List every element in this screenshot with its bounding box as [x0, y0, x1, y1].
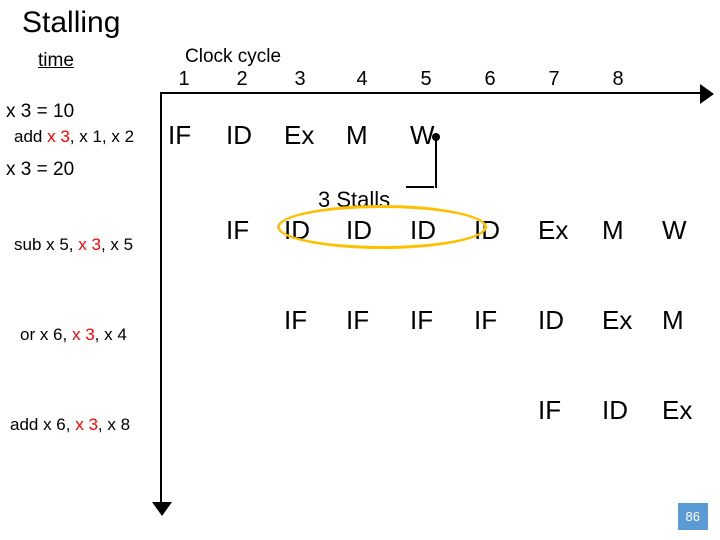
instruction-label: add x 3, x 1, x 2: [14, 127, 134, 147]
time-axis-label: time: [38, 50, 74, 72]
pipeline-stage-cell: M: [662, 305, 684, 336]
pipeline-stage-cell: W: [662, 215, 687, 246]
cycle-number: 3: [290, 68, 310, 91]
state-x3-eq-20: x 3 = 20: [6, 159, 74, 181]
pipeline-stage-cell: IF: [538, 395, 561, 426]
pipeline-stage-cell: Ex: [602, 305, 632, 336]
dep-arrow-segment: [435, 136, 437, 188]
pipeline-stage-cell: IF: [168, 120, 191, 151]
pipeline-stage-cell: IF: [346, 305, 369, 336]
pipeline-diagram: 12345678 IFIDExMWIFIDIDIDIDExMWIFIFIFIFI…: [160, 70, 708, 510]
cycle-number: 2: [232, 68, 252, 91]
stall-highlight-oval: [277, 205, 487, 249]
cycle-number: 6: [480, 68, 500, 91]
cycle-number: 4: [352, 68, 372, 91]
cycle-number: 7: [544, 68, 564, 91]
pipeline-stage-cell: IF: [474, 305, 497, 336]
y-axis-arrowhead-icon: [152, 502, 172, 516]
cycle-number: 5: [416, 68, 436, 91]
dep-arrow-segment: [406, 186, 434, 188]
pipeline-stage-cell: M: [602, 215, 624, 246]
cycle-number: 8: [608, 68, 628, 91]
x-axis-arrowhead-icon: [700, 84, 714, 104]
pipeline-stage-cell: ID: [538, 305, 564, 336]
pipeline-stage-cell: IF: [284, 305, 307, 336]
pipeline-stage-cell: ID: [226, 120, 252, 151]
instruction-label: add x 6, x 3, x 8: [10, 415, 130, 435]
pipeline-stage-cell: ID: [602, 395, 628, 426]
pipeline-stage-cell: IF: [226, 215, 249, 246]
slide-title: Stalling: [22, 6, 120, 40]
pipeline-stage-cell: W: [410, 120, 435, 151]
state-x3-eq-10: x 3 = 10: [6, 101, 74, 123]
pipeline-stage-cell: M: [346, 120, 368, 151]
clock-cycle-label: Clock cycle: [185, 46, 281, 68]
instruction-label: or x 6, x 3, x 4: [20, 325, 127, 345]
pipeline-stage-cell: Ex: [662, 395, 692, 426]
y-axis-line: [160, 92, 162, 508]
pipeline-stage-cell: Ex: [284, 120, 314, 151]
x-axis-line: [160, 92, 706, 94]
pipeline-stage-cell: IF: [410, 305, 433, 336]
instruction-label: sub x 5, x 3, x 5: [14, 235, 133, 255]
pipeline-stage-cell: Ex: [538, 215, 568, 246]
cycle-number: 1: [174, 68, 194, 91]
